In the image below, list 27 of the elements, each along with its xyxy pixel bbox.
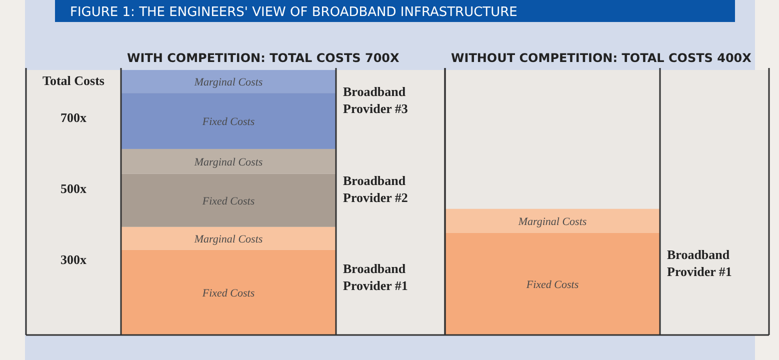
text: Marginal Costs: [518, 216, 587, 228]
bar: [121, 174, 336, 227]
series-label: Fixed Costs: [201, 195, 255, 208]
series-label: Fixed Costs: [201, 287, 255, 300]
bar: [445, 232, 660, 335]
series-label: Marginal Costs: [193, 233, 263, 246]
text: Fixed Costs: [526, 278, 579, 291]
bar: [121, 93, 336, 149]
series-label: Marginal Costs: [193, 156, 263, 168]
chart-title: FIGURE 1: THE ENGINEERS' VIEW OF BROADBAND INFRASTRUCTURE: [70, 5, 518, 20]
bar: [445, 208, 660, 233]
series-label: Fixed Costs: [201, 116, 255, 128]
x-tick-label: WITHOUT COMPETITION: TOTAL COSTS 400X: [451, 51, 752, 65]
bar: [121, 70, 336, 94]
annotation: 500x: [60, 181, 87, 196]
annotation: 700x: [60, 110, 87, 125]
annotation: Broadband Provider #1: [343, 261, 408, 293]
annotation: Broadband Provider #1: [667, 247, 732, 279]
y-axis-title: Total Costs: [42, 73, 105, 88]
annotation: Broadband Provider #2: [343, 173, 408, 205]
x-tick-label: WITH COMPETITION: TOTAL COSTS 700X: [127, 51, 400, 65]
bar: [121, 226, 336, 250]
annotation: Broadband Provider #3: [343, 84, 408, 116]
annotation: 300x: [60, 252, 87, 267]
series-label: Marginal Costs: [193, 76, 263, 89]
bar: [121, 250, 336, 335]
bar: [121, 148, 336, 174]
